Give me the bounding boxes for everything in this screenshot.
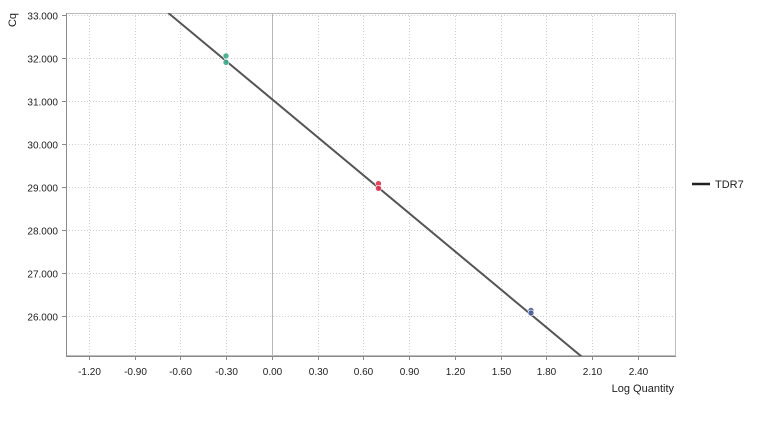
data-point	[527, 309, 535, 317]
y-tick-label: 31.000	[27, 98, 58, 109]
data-point	[222, 52, 230, 60]
y-tick-label: 32.000	[27, 55, 58, 66]
x-tick-label: 2.40	[629, 367, 649, 378]
y-tick-label: 29.000	[27, 184, 58, 195]
data-point	[375, 185, 382, 192]
x-tick-label: -0.60	[169, 367, 192, 378]
x-tick-label: 0.30	[309, 367, 329, 378]
x-tick-label: 0.90	[400, 367, 420, 378]
x-axis-title: Log Quantity	[612, 383, 675, 395]
x-tick-label: 1.50	[492, 367, 512, 378]
axes	[62, 13, 676, 360]
y-tick-label: 26.000	[27, 313, 58, 324]
x-tick-label: -1.20	[78, 367, 101, 378]
plot-background	[66, 13, 676, 356]
legend: TDR7	[692, 179, 744, 191]
x-tick-label: 1.80	[537, 367, 557, 378]
x-tick-label: 1.20	[446, 367, 466, 378]
y-tick-label: 30.000	[27, 141, 58, 152]
y-tick-label: 27.000	[27, 270, 58, 281]
y-axis-title: Cq	[7, 13, 19, 27]
y-tick-label: 28.000	[27, 227, 58, 238]
x-tick-label: 0.00	[263, 367, 283, 378]
x-tick-label: 0.60	[354, 367, 374, 378]
y-tick-labels: 26.000 27.000 28.000 29.000 30.000 31.000 32.0…	[27, 12, 58, 324]
x-tick-label: -0.30	[215, 367, 238, 378]
legend-label: TDR7	[715, 179, 744, 191]
data-point	[222, 58, 230, 66]
y-tick-label: 33.000	[27, 12, 58, 23]
x-tick-labels: -1.20 -0.90 -0.60 -0.30 0.00 0.30 0.60 0.90 1.20…	[78, 367, 649, 378]
grid-lines	[66, 13, 676, 356]
data-points	[222, 52, 535, 317]
x-tick-label: -0.90	[124, 367, 147, 378]
x-tick-label: 2.10	[583, 367, 603, 378]
